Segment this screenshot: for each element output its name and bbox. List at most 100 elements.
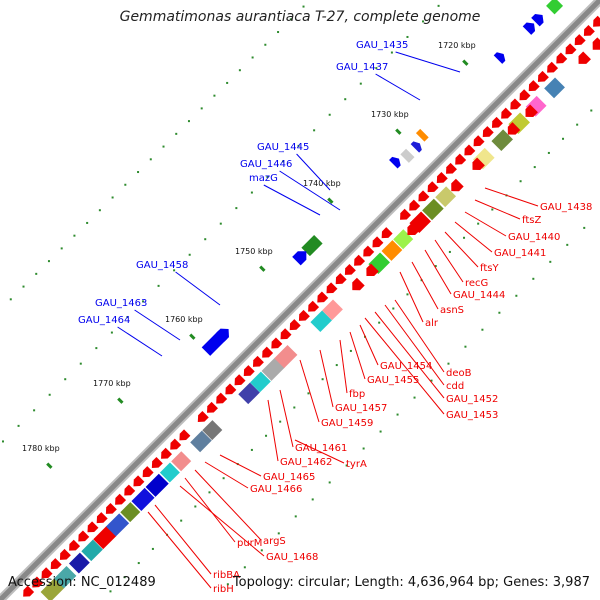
reverse-gene-arrow xyxy=(583,24,595,36)
forward-gene-label: GAU_1435 xyxy=(356,40,408,51)
gene-arrow xyxy=(354,254,366,266)
forward-gene-label: GAU_1446 xyxy=(240,159,292,170)
reverse-gene-arrow xyxy=(464,144,476,156)
reverse-gene-label: tyrA xyxy=(346,459,367,470)
dot xyxy=(345,464,348,467)
gene-block xyxy=(159,462,180,483)
kbp-tick-mark xyxy=(189,333,196,340)
reverse-gene-arrow xyxy=(105,502,117,514)
reverse-leader-line xyxy=(444,231,479,268)
gene-arrow xyxy=(464,144,476,156)
reverse-leader-line xyxy=(179,485,265,557)
reverse-gene-arrow xyxy=(197,411,209,422)
dot xyxy=(208,491,211,494)
cog-block xyxy=(274,345,298,369)
reverse-gene-arrow xyxy=(317,291,329,303)
reverse-gene-arrow xyxy=(87,521,99,533)
dot xyxy=(48,393,51,396)
gene-arrow xyxy=(528,80,540,92)
dot xyxy=(17,424,20,427)
forward-gene xyxy=(292,251,307,266)
reverse-gene-label: GAU_1465 xyxy=(263,472,315,483)
dot xyxy=(260,549,263,552)
dot xyxy=(576,123,579,126)
gene-arrow xyxy=(501,107,513,119)
gene-arrow xyxy=(69,539,81,551)
reverse-gene-arrow xyxy=(161,447,172,459)
dot xyxy=(349,349,352,352)
dot xyxy=(123,576,126,579)
dot xyxy=(226,583,229,586)
dot xyxy=(47,260,50,263)
forward-gene xyxy=(389,156,401,169)
reverse-leader-line xyxy=(339,339,348,394)
dot xyxy=(277,31,280,34)
dot xyxy=(204,238,207,241)
dot xyxy=(137,562,140,565)
forward-gene xyxy=(493,52,506,64)
dot xyxy=(328,113,331,116)
dot xyxy=(250,191,253,194)
reverse-gene-arrow xyxy=(528,80,540,92)
cog-block xyxy=(81,539,103,562)
gene-arrow xyxy=(491,116,503,128)
cog-block xyxy=(54,566,77,589)
gene-block xyxy=(93,526,117,550)
reverse-gene-label: GAU_1466 xyxy=(250,484,302,495)
gene-arrow xyxy=(161,447,172,459)
reverse-gene-arrow xyxy=(23,585,35,597)
dot xyxy=(277,532,280,535)
reverse-leader-line xyxy=(384,304,445,386)
forward-gene-label: GAU_1464 xyxy=(78,315,130,326)
reverse-gene-label: purM xyxy=(237,538,262,549)
cog-block xyxy=(171,451,192,472)
gene-arrow xyxy=(308,300,320,312)
reverse-gene-arrow xyxy=(592,37,600,50)
dot xyxy=(297,144,300,147)
dot xyxy=(222,477,225,480)
dot xyxy=(98,209,101,212)
reverse-gene-arrow xyxy=(451,178,464,192)
reverse-gene-label: GAU_1440 xyxy=(508,232,560,243)
dot xyxy=(379,430,382,433)
gene-arrow xyxy=(23,585,35,597)
dot xyxy=(590,109,593,112)
reverse-leader-line xyxy=(204,461,249,489)
gene-arrow xyxy=(124,484,136,496)
cog-block xyxy=(40,577,65,600)
genome-summary-text: Topology: circular; Length: 4,636,964 bp… xyxy=(232,575,590,590)
dot xyxy=(35,272,38,275)
dot xyxy=(187,120,190,123)
kbp-tick-label: 1760 kbp xyxy=(165,315,203,324)
reverse-gene-label: GAU_1453 xyxy=(446,410,498,421)
gene-arrow xyxy=(366,263,379,277)
dot xyxy=(562,137,565,140)
reverse-gene-label: GAU_1461 xyxy=(295,443,347,454)
reverse-gene-arrow xyxy=(32,576,44,588)
dot xyxy=(2,440,4,443)
label-leader-lines xyxy=(117,51,539,589)
gene-arrow xyxy=(409,199,421,211)
gene-arrow xyxy=(389,156,401,169)
reverse-leader-line xyxy=(374,311,445,399)
reverse-gene-arrow xyxy=(501,107,513,119)
dot xyxy=(188,253,191,256)
gene-block xyxy=(491,129,513,151)
gene-arrow xyxy=(115,493,127,505)
reverse-gene-arrow xyxy=(335,273,347,285)
forward-gene-label: GAU_1445 xyxy=(257,142,309,153)
dot xyxy=(279,420,282,423)
reverse-leader-line xyxy=(219,454,262,477)
dot xyxy=(9,298,12,301)
forward-gene xyxy=(415,128,429,142)
reverse-gene-arrow xyxy=(455,153,467,165)
gene-arrow xyxy=(578,51,591,64)
gene-block xyxy=(40,577,65,600)
gene-arrow xyxy=(41,567,53,579)
gene-arrow xyxy=(372,236,384,248)
reverse-gene-label: GAU_1468 xyxy=(266,552,318,563)
reverse-gene-arrow xyxy=(308,300,320,312)
forward-leader-line xyxy=(134,309,181,341)
gene-arrow xyxy=(32,576,44,588)
